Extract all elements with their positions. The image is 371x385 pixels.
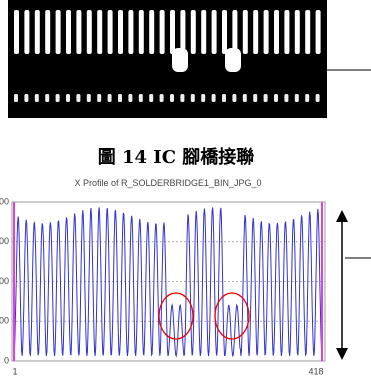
- pin-foot: [24, 94, 28, 102]
- pin: [232, 10, 237, 54]
- pin-foot: [160, 94, 164, 102]
- pin-foot: [170, 94, 174, 102]
- pin: [66, 10, 71, 54]
- y-tick-label: 100: [0, 316, 9, 326]
- pin: [274, 10, 279, 54]
- pin: [149, 10, 154, 54]
- y-tick-label: 400: [0, 196, 9, 206]
- pin: [201, 10, 206, 54]
- pin: [212, 10, 217, 54]
- pin-foot: [14, 94, 18, 102]
- pin-foot: [139, 94, 143, 102]
- x-tick-label: 1: [12, 366, 17, 376]
- chart-title: X Profile of R_SOLDERBRIDGE1_BIN_JPG_0: [74, 178, 261, 188]
- pin-foot: [295, 94, 299, 102]
- pin-foot: [201, 94, 205, 102]
- pin-foot: [253, 94, 257, 102]
- pin: [118, 10, 123, 54]
- pin-foot: [191, 94, 195, 102]
- pin-foot: [128, 94, 132, 102]
- pin: [170, 10, 175, 54]
- pin: [253, 10, 258, 54]
- pin: [264, 10, 269, 54]
- pin-foot: [66, 94, 70, 102]
- y-tick-label: 300: [0, 236, 9, 246]
- pin-foot: [87, 94, 91, 102]
- pin: [128, 10, 133, 54]
- bridge: [172, 48, 188, 72]
- pin-foot: [316, 94, 320, 102]
- pin: [76, 10, 81, 54]
- pin-foot: [232, 94, 236, 102]
- bridge: [225, 48, 241, 72]
- pin: [139, 10, 144, 54]
- pin: [305, 10, 310, 54]
- pin: [14, 10, 19, 54]
- pin: [180, 10, 185, 54]
- pin: [222, 10, 227, 54]
- pin: [45, 10, 50, 54]
- pin: [295, 10, 300, 54]
- pin: [160, 10, 165, 54]
- pin-foot: [264, 94, 268, 102]
- pin-foot: [212, 94, 216, 102]
- pin-foot: [56, 94, 60, 102]
- pin: [56, 10, 61, 54]
- pin: [316, 10, 321, 54]
- page: {"figure": { "caption": "圖 14 IC 腳橋接聯", …: [0, 0, 371, 385]
- pin: [24, 10, 29, 54]
- pin: [87, 10, 92, 54]
- pin-foot: [35, 94, 39, 102]
- range-arrow: [336, 210, 371, 360]
- pin: [97, 10, 102, 54]
- pin-foot: [305, 94, 309, 102]
- pin-foot: [45, 94, 49, 102]
- pin-foot: [243, 94, 247, 102]
- pin-foot: [149, 94, 153, 102]
- pin: [191, 10, 196, 54]
- caption: 圖 14 IC 腳橋接聯: [98, 146, 255, 168]
- y-tick-label: 0: [4, 355, 9, 365]
- pin-foot: [108, 94, 112, 102]
- x-tick-label: 418: [308, 366, 323, 376]
- figure: 圖 14 IC 腳橋接聯 X Profile of R_SOLDERBRIDGE…: [0, 0, 371, 385]
- pin-foot: [118, 94, 122, 102]
- pin-foot: [222, 94, 226, 102]
- pin-foot: [274, 94, 278, 102]
- pin: [284, 10, 289, 54]
- y-tick-label: 200: [0, 276, 9, 286]
- pin: [243, 10, 248, 54]
- pin-foot: [180, 94, 184, 102]
- pin-foot: [97, 94, 101, 102]
- pin-foot: [76, 94, 80, 102]
- pin: [35, 10, 40, 54]
- pin: [108, 10, 113, 54]
- pin-foot: [284, 94, 288, 102]
